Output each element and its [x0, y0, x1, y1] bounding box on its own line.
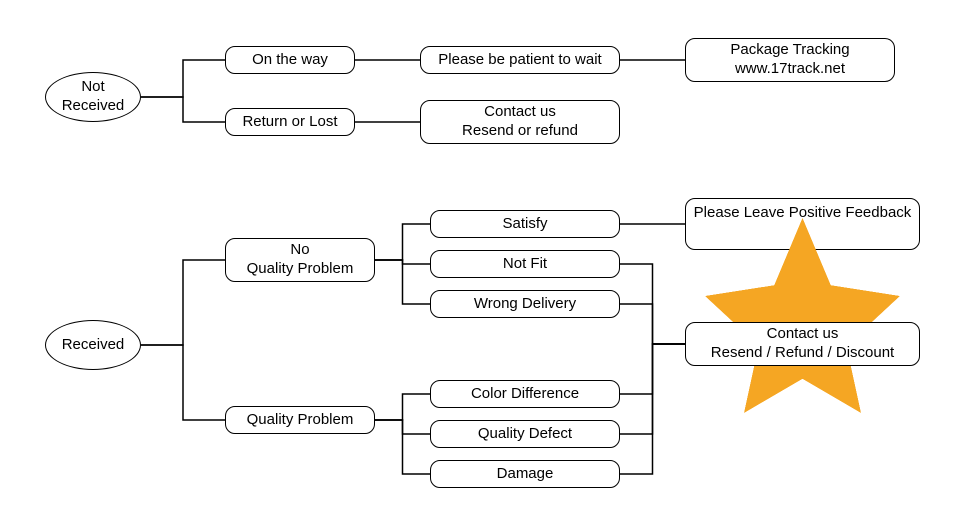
node-on-the-way: On the way	[225, 46, 355, 74]
node-color-difference-label: Color Difference	[471, 385, 579, 404]
node-contact-resend-refund-line1: Contact us	[484, 103, 556, 122]
star-rating	[741, 224, 865, 244]
node-please-wait-label: Please be patient to wait	[438, 51, 601, 70]
node-damage: Damage	[430, 460, 620, 488]
node-quality-problem: Quality Problem	[225, 406, 375, 434]
node-not-fit: Not Fit	[430, 250, 620, 278]
node-received: Received	[45, 320, 141, 370]
node-contact-rrd: Contact us Resend / Refund / Discount	[685, 322, 920, 366]
node-damage-label: Damage	[497, 465, 554, 484]
node-wrong-delivery-label: Wrong Delivery	[474, 295, 576, 314]
node-satisfy: Satisfy	[430, 210, 620, 238]
node-wrong-delivery: Wrong Delivery	[430, 290, 620, 318]
node-return-or-lost: Return or Lost	[225, 108, 355, 136]
node-received-label: Received	[62, 336, 125, 355]
node-quality-defect: Quality Defect	[430, 420, 620, 448]
node-package-tracking-line2: www.17track.net	[735, 60, 845, 79]
node-no-quality-problem-line1: No	[290, 241, 309, 260]
node-package-tracking-line1: Package Tracking	[730, 41, 849, 60]
node-return-or-lost-label: Return or Lost	[242, 113, 337, 132]
node-contact-resend-refund: Contact us Resend or refund	[420, 100, 620, 144]
node-quality-problem-label: Quality Problem	[247, 411, 354, 430]
node-not-received: Not Received	[45, 72, 141, 122]
node-please-wait: Please be patient to wait	[420, 46, 620, 74]
node-contact-rrd-line2: Resend / Refund / Discount	[711, 344, 894, 363]
node-not-received-line2: Received	[62, 97, 125, 116]
node-no-quality-problem: No Quality Problem	[225, 238, 375, 282]
node-color-difference: Color Difference	[430, 380, 620, 408]
node-satisfy-label: Satisfy	[502, 215, 547, 234]
star-icon	[845, 224, 865, 244]
node-not-fit-label: Not Fit	[503, 255, 547, 274]
node-contact-resend-refund-line2: Resend or refund	[462, 122, 578, 141]
node-package-tracking: Package Tracking www.17track.net	[685, 38, 895, 82]
node-positive-feedback: Please Leave Positive Feedback	[685, 198, 920, 250]
node-not-received-line1: Not	[62, 78, 125, 97]
node-on-the-way-label: On the way	[252, 51, 328, 70]
node-quality-defect-label: Quality Defect	[478, 425, 572, 444]
node-no-quality-problem-line2: Quality Problem	[247, 260, 354, 279]
node-contact-rrd-line1: Contact us	[767, 325, 839, 344]
